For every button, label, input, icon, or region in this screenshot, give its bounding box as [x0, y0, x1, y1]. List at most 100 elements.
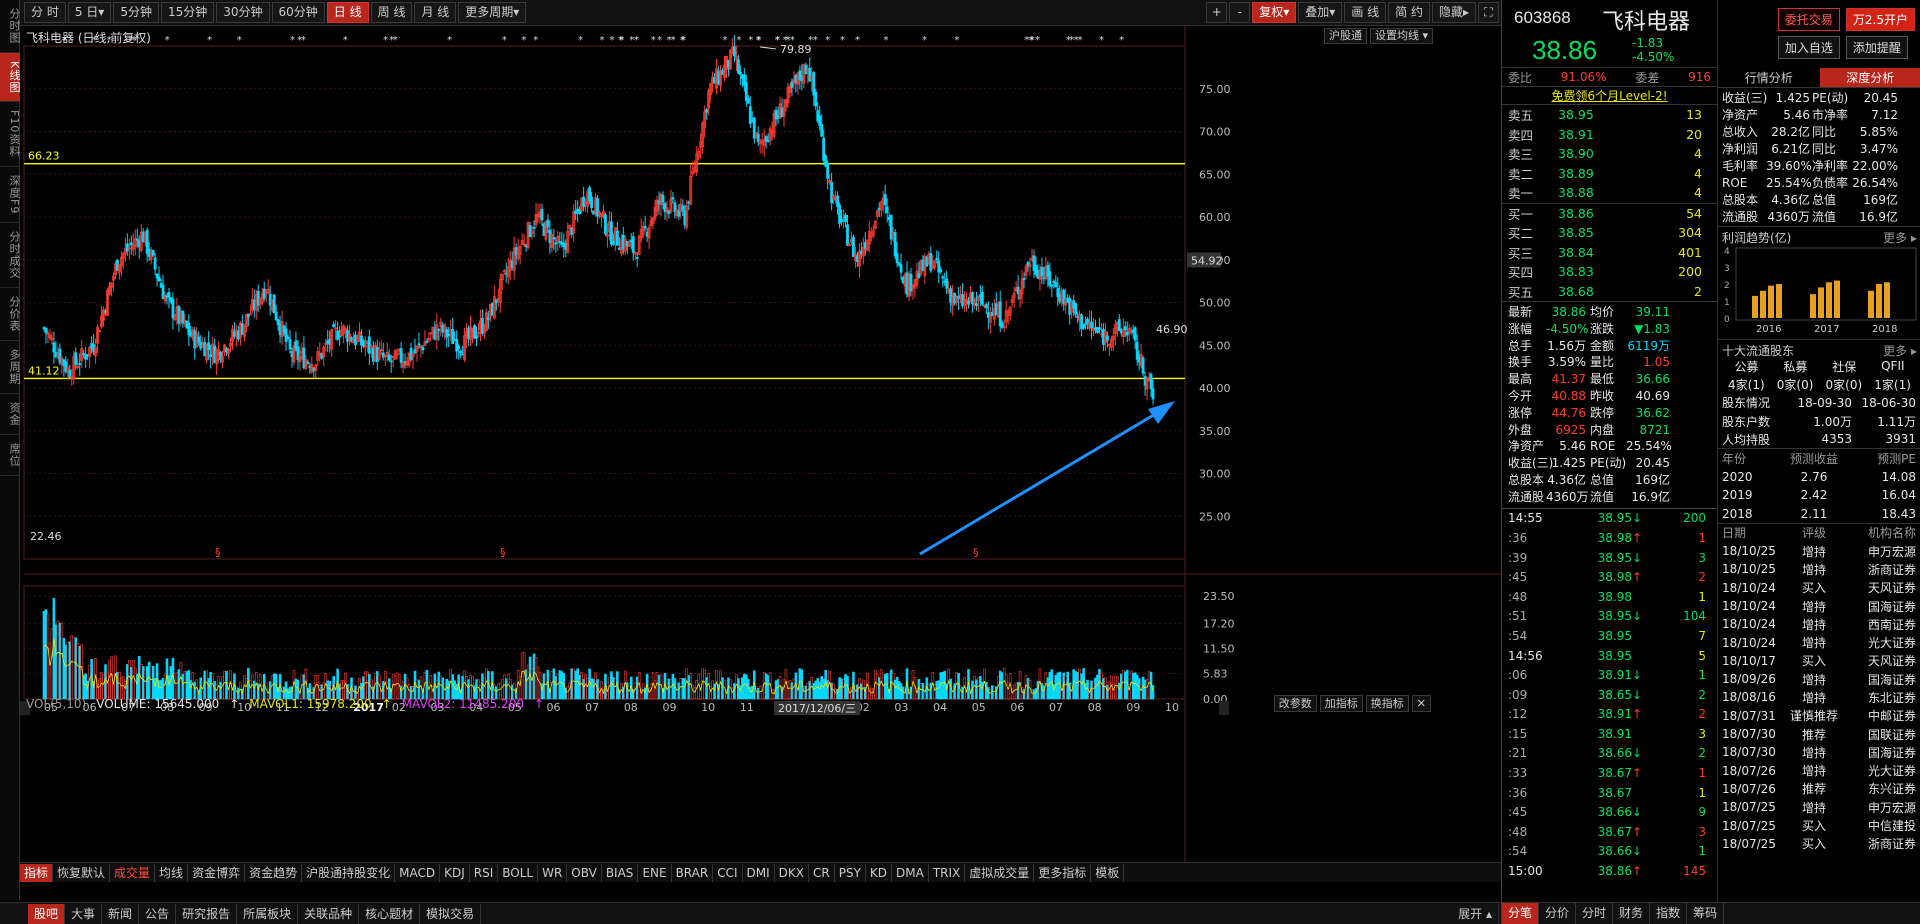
indicator-tab-13[interactable]: BIAS	[602, 863, 639, 882]
edit-params-button[interactable]: 改参数	[1273, 695, 1317, 712]
add-watchlist-button[interactable]: 加入自选	[1777, 36, 1840, 59]
vtab-4[interactable]: 分时成交	[0, 223, 21, 288]
order-row[interactable]: 买三 38.84 401	[1502, 243, 1717, 263]
indicator-tab-11[interactable]: WR	[538, 863, 568, 882]
indicator-tab-18[interactable]: DKX	[775, 863, 809, 882]
indicator-tab-25[interactable]: 更多指标	[1034, 863, 1092, 882]
profit-more-link[interactable]: 更多 ▸	[1883, 229, 1917, 245]
indicator-tab-4[interactable]: 资金博弈	[188, 863, 246, 882]
period-button-5[interactable]: 60分钟	[271, 2, 325, 23]
order-row[interactable]: 卖五 38.95 13	[1502, 105, 1717, 125]
open-account-button[interactable]: 万2.5开户	[1845, 8, 1915, 31]
indicator-tab-26[interactable]: 模板	[1091, 863, 1125, 882]
holders-more-link[interactable]: 更多 ▸	[1883, 342, 1917, 358]
vtab-0[interactable]: 分时图	[0, 0, 21, 53]
kline-chart-svg[interactable]: 75.0070.0065.0060.0055.0050.0045.0040.00…	[20, 26, 1501, 864]
indicator-tab-14[interactable]: ENE	[638, 863, 672, 882]
indicator-tab-22[interactable]: DMA	[892, 863, 929, 882]
indicator-tab-17[interactable]: DMI	[743, 863, 775, 882]
indicator-tab-16[interactable]: CCI	[713, 863, 743, 882]
order-row[interactable]: 卖四 38.91 20	[1502, 125, 1717, 145]
candle-body	[302, 347, 306, 369]
vtab-6[interactable]: 多周期	[0, 341, 21, 394]
order-row[interactable]: 卖一 38.88 4	[1502, 183, 1717, 203]
toolbar-button-0[interactable]: +	[1206, 2, 1228, 23]
toolbar-button-3[interactable]: 叠加▾	[1298, 2, 1343, 23]
indicator-tab-6[interactable]: 沪股通持股变化	[302, 863, 396, 882]
indicator-tab-15[interactable]: BRAR	[672, 863, 714, 882]
indicator-tab-21[interactable]: KD	[866, 863, 893, 882]
indicator-tab-0[interactable]: 指标	[20, 863, 54, 882]
indicator-tab-12[interactable]: OBV	[567, 863, 602, 882]
quote-tab-1[interactable]: 分价	[1539, 903, 1577, 924]
holder-value: 0家(0)	[1776, 377, 1814, 392]
period-button-9[interactable]: 更多周期▾	[458, 2, 527, 23]
indicator-tab-5[interactable]: 资金趋势	[245, 863, 303, 882]
toolbar-button-5[interactable]: 简 约	[1388, 2, 1430, 23]
bottom-nav-5[interactable]: 所属板块	[237, 903, 299, 924]
indicator-tab-7[interactable]: MACD	[395, 863, 441, 882]
indicator-tab-3[interactable]: 均线	[155, 863, 189, 882]
hgt-button[interactable]: 沪股通	[1323, 28, 1367, 44]
trade-button[interactable]: 委托交易	[1777, 8, 1840, 31]
quote-tab-5[interactable]: 筹码	[1687, 903, 1725, 924]
vtab-3[interactable]: 深度F9	[0, 167, 21, 223]
fullscreen-icon[interactable]: ⛶	[1478, 2, 1499, 23]
bottom-nav-8[interactable]: 模拟交易	[420, 903, 482, 924]
tab-deep-analysis[interactable]: 深度分析	[1819, 68, 1920, 87]
period-button-4[interactable]: 30分钟	[216, 2, 270, 23]
vtab-7[interactable]: 资金	[0, 394, 21, 435]
period-button-3[interactable]: 15分钟	[160, 2, 215, 23]
order-row[interactable]: 买五 38.68 2	[1502, 282, 1717, 302]
indicator-tab-1[interactable]: 恢复默认	[53, 863, 111, 882]
quote-tab-3[interactable]: 财务	[1613, 903, 1651, 924]
kline-chart-area[interactable]: 75.0070.0065.0060.0055.0050.0045.0040.00…	[20, 26, 1501, 864]
indicator-tab-8[interactable]: KDJ	[440, 863, 470, 882]
indicator-tab-10[interactable]: BOLL	[498, 863, 539, 882]
switch-indicator-button[interactable]: 换指标	[1365, 695, 1409, 712]
bottom-nav-1[interactable]: 大事	[65, 903, 103, 924]
bottom-nav-0[interactable]: 股吧	[28, 903, 66, 924]
bottom-nav-7[interactable]: 核心题材	[359, 903, 421, 924]
indicator-tab-2[interactable]: 成交量	[110, 863, 156, 882]
toolbar-button-6[interactable]: 隐藏▸	[1431, 2, 1476, 23]
expand-button[interactable]: 展开 ▴	[1452, 903, 1499, 924]
period-button-7[interactable]: 周 线	[370, 2, 413, 23]
indicator-tab-24[interactable]: 虚拟成交量	[965, 863, 1035, 882]
indicator-tab-9[interactable]: RSI	[470, 863, 499, 882]
order-row[interactable]: 买四 38.83 200	[1502, 262, 1717, 282]
toolbar-button-1[interactable]: -	[1229, 2, 1251, 23]
period-button-6[interactable]: 日 线	[326, 2, 369, 23]
quote-tab-4[interactable]: 指数	[1650, 903, 1688, 924]
vtab-8[interactable]: 席位	[0, 435, 21, 476]
bottom-nav-4[interactable]: 研究报告	[176, 903, 238, 924]
period-button-1[interactable]: 5 日▾	[67, 2, 112, 23]
toolbar-button-2[interactable]: 复权▾	[1252, 2, 1297, 23]
order-row[interactable]: 卖二 38.89 4	[1502, 164, 1717, 184]
order-row[interactable]: 卖三 38.90 4	[1502, 144, 1717, 164]
bottom-nav-6[interactable]: 关联品种	[298, 903, 360, 924]
bottom-nav-2[interactable]: 新闻	[102, 903, 140, 924]
bottom-nav-3[interactable]: 公告	[139, 903, 177, 924]
toolbar-button-4[interactable]: 画 线	[1344, 2, 1387, 23]
vtab-2[interactable]: F10资料	[0, 102, 21, 167]
order-row[interactable]: 买二 38.85 304	[1502, 223, 1717, 243]
tab-market-analysis[interactable]: 行情分析	[1744, 71, 1793, 85]
trade-tape[interactable]: 14:55 38.95 ↓ 200:36 38.98 ↑ 1:39 38.95 ↓ 3:45 38.…	[1502, 507, 1717, 881]
period-button-8[interactable]: 月 线	[414, 2, 457, 23]
close-icon[interactable]: ✕	[1411, 695, 1431, 712]
order-row[interactable]: 买一 38.86 54	[1502, 204, 1717, 224]
level2-promo-link[interactable]: 免费领6个月Level-2!	[1551, 89, 1668, 103]
vtab-5[interactable]: 分价表	[0, 288, 21, 341]
add-indicator-button[interactable]: 加指标	[1319, 695, 1363, 712]
ma-settings-button[interactable]: 设置均线 ▾	[1369, 28, 1433, 44]
add-alert-button[interactable]: 添加提醒	[1845, 36, 1908, 59]
vtab-1[interactable]: K线图	[0, 53, 21, 103]
period-button-0[interactable]: 分 时	[24, 2, 66, 23]
indicator-tab-23[interactable]: TRIX	[929, 863, 966, 882]
indicator-tab-20[interactable]: PSY	[835, 863, 866, 882]
indicator-tab-19[interactable]: CR	[809, 863, 835, 882]
quote-tab-2[interactable]: 分时	[1576, 903, 1614, 924]
period-button-2[interactable]: 5分钟	[113, 2, 159, 23]
quote-tab-0[interactable]: 分笔	[1502, 903, 1540, 924]
